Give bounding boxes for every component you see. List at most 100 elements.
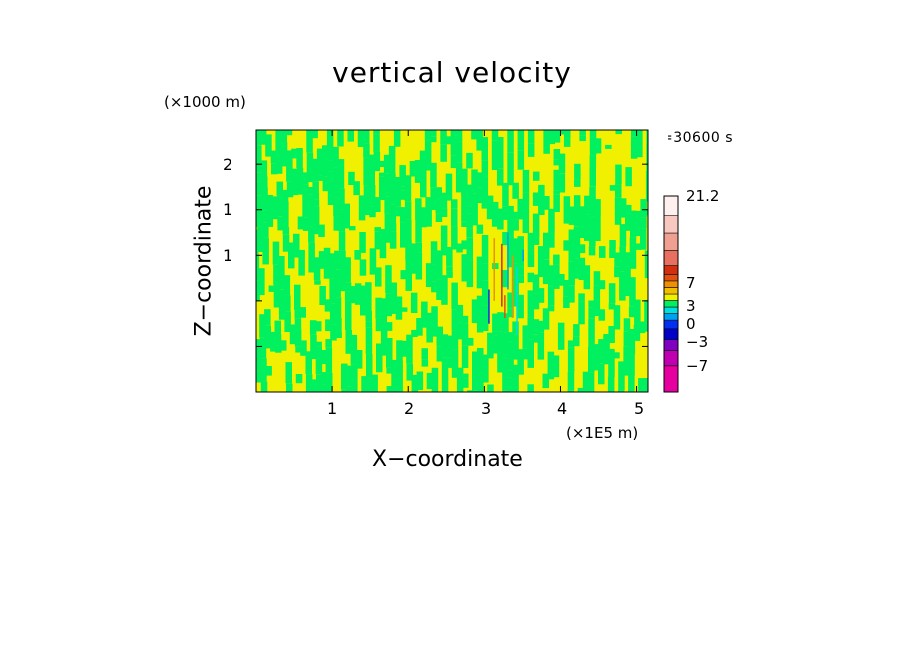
field-region [492, 263, 499, 269]
field-region [270, 150, 278, 164]
field-region [334, 297, 342, 318]
field-region [507, 370, 514, 378]
field-region [476, 256, 484, 289]
field-region [334, 269, 341, 298]
field-region [481, 176, 489, 209]
field-region [456, 322, 464, 340]
field-region [357, 130, 365, 147]
field-region [492, 313, 499, 332]
field-region [406, 334, 413, 364]
field-region [318, 224, 325, 237]
field-region [617, 390, 625, 392]
field-region [462, 378, 469, 388]
field-region [424, 140, 432, 171]
field-region [491, 130, 499, 141]
field-region [497, 137, 504, 169]
field-region [416, 318, 423, 336]
colorbar-label: 3 [686, 297, 696, 315]
field-region [466, 213, 473, 229]
field-region [326, 372, 333, 392]
field-region [568, 206, 576, 225]
field-region [430, 136, 437, 143]
field-region [359, 259, 367, 276]
field-region [628, 375, 635, 392]
field-region [599, 246, 606, 258]
x-tick-label: 4 [557, 399, 568, 418]
field-region [416, 371, 424, 391]
x-axis-label: X−coordinate [372, 447, 523, 472]
field-region [405, 240, 412, 261]
field-region [257, 226, 264, 252]
field-region [374, 231, 382, 250]
field-region [259, 314, 266, 338]
field-region [587, 372, 595, 392]
field-region [643, 378, 650, 392]
field-region [389, 231, 397, 249]
field-region [553, 264, 560, 289]
field-region [399, 190, 407, 200]
field-region [589, 155, 597, 168]
field-region [308, 242, 315, 273]
field-region [578, 257, 586, 280]
field-region [593, 285, 601, 316]
field-feature [504, 295, 506, 318]
field-region [323, 247, 331, 279]
field-region [502, 270, 509, 288]
field-region [285, 130, 293, 136]
x-axis-unit: (×1E5 m) [566, 424, 639, 442]
field-region [396, 340, 403, 361]
field-region [270, 347, 277, 352]
field-region [365, 327, 373, 354]
chart-title: vertical velocity [332, 56, 572, 89]
field-region [318, 251, 326, 269]
field-region [349, 286, 357, 304]
field-region [614, 252, 621, 267]
field-region [255, 370, 262, 383]
field-region [537, 288, 545, 303]
field-region [421, 359, 429, 367]
field-region [578, 301, 585, 325]
field-region [517, 236, 524, 267]
field-region [391, 359, 398, 388]
field-region [349, 226, 356, 231]
field-region [455, 141, 463, 163]
field-region [265, 134, 272, 157]
field-region [386, 386, 394, 392]
field-region [345, 330, 352, 354]
field-region [329, 253, 336, 279]
field-region [337, 130, 344, 147]
field-region [325, 347, 333, 373]
field-region [415, 220, 422, 243]
field-region [420, 167, 427, 198]
field-region [547, 286, 555, 306]
field-region [567, 371, 575, 391]
field-region [379, 177, 386, 200]
x-tick-label: 2 [404, 399, 415, 418]
field-region [385, 265, 392, 293]
field-region [527, 339, 534, 368]
field-region [491, 140, 499, 170]
field-region [578, 293, 585, 302]
field-region [563, 280, 570, 297]
field-region [542, 373, 549, 389]
field-region [594, 199, 601, 217]
field-region [461, 196, 468, 222]
colorbar-label: 7 [686, 274, 696, 292]
field-region [341, 389, 348, 392]
field-feature [501, 243, 503, 307]
field-region [517, 275, 524, 283]
field-region [302, 217, 310, 231]
field-region [395, 296, 403, 320]
field-region [440, 144, 447, 162]
field-region [481, 160, 489, 177]
field-region [548, 265, 555, 287]
colorbar-label: 0 [686, 315, 696, 333]
field-region [481, 280, 489, 306]
field-region [481, 137, 488, 161]
field-region [406, 363, 413, 381]
field-region [481, 263, 489, 281]
field-region [451, 199, 458, 209]
field-region [294, 284, 301, 311]
field-region [507, 236, 514, 268]
field-region [619, 224, 627, 247]
